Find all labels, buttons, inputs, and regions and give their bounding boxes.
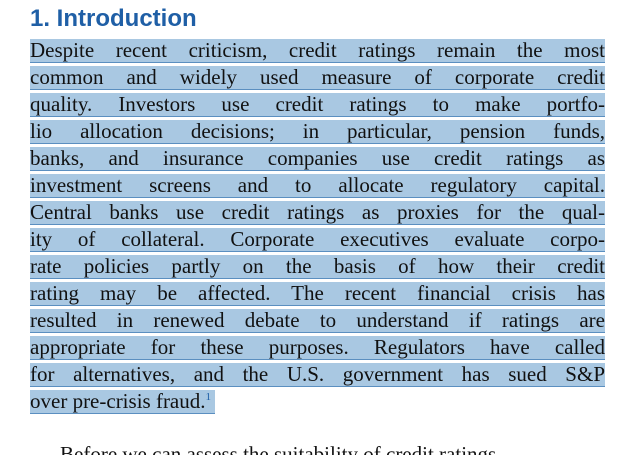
paragraph-line: common and widely used measure of corpor… [30,66,605,90]
paragraph-last-line: over pre-crisis fraud.1 [30,390,216,414]
paragraph-line-text: over pre-crisis fraud. [30,390,206,413]
paragraph-line: Central banks use credit ratings as prox… [30,201,605,225]
next-paragraph-partial-line: Before we can assess the suitability of … [60,442,497,455]
paragraph-line: lio allocation decisions; in particular,… [30,120,605,144]
section-heading: 1. Introduction [30,5,197,32]
paragraph-line: banks, and insurance companies use credi… [30,147,605,171]
paragraph-line: quality. Investors use credit ratings to… [30,93,605,117]
paragraph-line: investment screens and to allocate regul… [30,174,605,198]
paragraph-line: Despite recent criticism, credit ratings… [30,39,605,63]
paragraph-line: rate policies partly on the basis of how… [30,255,605,279]
paragraph-line: resulted in renewed debate to understand… [30,309,605,333]
paragraph-line: appropriate for these purposes. Regulato… [30,336,605,360]
footnote-reference[interactable]: 1 [205,391,212,403]
paragraph-line: rating may be affected. The recent finan… [30,282,605,306]
paragraph-line: ity of collateral. Corporate executives … [30,228,605,252]
paragraph-line: for alternatives, and the U.S. governmen… [30,363,605,387]
